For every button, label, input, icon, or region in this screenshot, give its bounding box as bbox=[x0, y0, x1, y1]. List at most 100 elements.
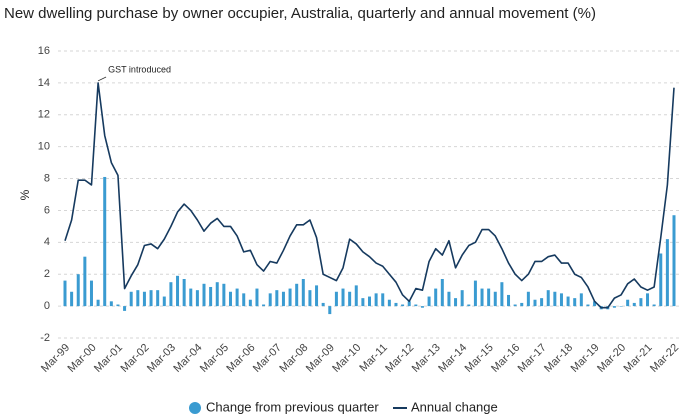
bar bbox=[156, 290, 160, 307]
bar bbox=[308, 290, 312, 307]
bar bbox=[659, 253, 663, 307]
bar bbox=[169, 282, 173, 307]
bar bbox=[354, 285, 358, 307]
bar bbox=[374, 293, 378, 307]
bar bbox=[447, 291, 451, 307]
bar bbox=[255, 288, 259, 307]
bar bbox=[76, 274, 80, 307]
bar bbox=[546, 290, 550, 307]
bar bbox=[612, 306, 616, 308]
x-tick-label: Mar-02 bbox=[118, 342, 151, 375]
bar bbox=[202, 283, 206, 307]
x-tick-label: Mar-06 bbox=[224, 342, 257, 375]
bar bbox=[387, 299, 391, 307]
bar bbox=[176, 275, 180, 307]
bar bbox=[301, 279, 305, 307]
bar bbox=[473, 280, 477, 307]
bar bbox=[116, 304, 120, 307]
bar bbox=[334, 291, 338, 307]
bar bbox=[646, 293, 650, 307]
x-tick-label: Mar-15 bbox=[463, 342, 496, 375]
bar bbox=[189, 288, 193, 307]
bar bbox=[142, 291, 146, 307]
bar bbox=[103, 176, 107, 307]
bar bbox=[665, 239, 669, 307]
bar bbox=[209, 286, 213, 307]
bar bbox=[288, 288, 292, 307]
bar bbox=[341, 288, 345, 307]
bar bbox=[420, 306, 424, 308]
x-tick-label: Mar-20 bbox=[595, 342, 628, 375]
y-tick-label: -2 bbox=[40, 332, 50, 344]
bar bbox=[123, 306, 127, 311]
bar bbox=[566, 296, 570, 307]
y-tick-label: 8 bbox=[44, 172, 50, 184]
bar bbox=[129, 291, 133, 307]
bar bbox=[262, 304, 266, 307]
x-tick-label: Mar-18 bbox=[542, 342, 575, 375]
y-tick-label: 6 bbox=[44, 204, 50, 216]
bar bbox=[96, 299, 100, 307]
x-tick-label: Mar-19 bbox=[569, 342, 602, 375]
bar bbox=[268, 293, 272, 307]
bar bbox=[573, 298, 577, 307]
bar bbox=[559, 293, 563, 307]
bar bbox=[652, 304, 656, 307]
bar bbox=[63, 280, 67, 307]
bar bbox=[394, 302, 398, 307]
x-tick-label: Mar-22 bbox=[648, 342, 681, 375]
x-tick-label: Mar-05 bbox=[198, 342, 231, 375]
bar bbox=[454, 298, 458, 307]
x-tick-label: Mar-09 bbox=[304, 342, 337, 375]
bar bbox=[540, 298, 544, 307]
annotation-leader bbox=[97, 76, 107, 82]
bar bbox=[368, 296, 371, 307]
legend-marker bbox=[189, 402, 201, 414]
y-axis-label: % bbox=[18, 189, 32, 200]
bar bbox=[533, 299, 537, 307]
line bbox=[64, 82, 675, 309]
x-tick-label: Mar-16 bbox=[489, 342, 522, 375]
bar bbox=[109, 301, 113, 307]
bar bbox=[619, 306, 623, 307]
x-tick-label: Mar-13 bbox=[410, 342, 443, 375]
bar bbox=[136, 290, 140, 307]
bar bbox=[361, 298, 365, 307]
x-tick-label: Mar-08 bbox=[277, 342, 310, 375]
bar bbox=[440, 279, 444, 307]
bar bbox=[242, 293, 246, 307]
bar bbox=[83, 256, 87, 307]
y-tick-label: 10 bbox=[38, 141, 50, 153]
bar bbox=[593, 301, 597, 307]
bar bbox=[401, 304, 405, 307]
bar bbox=[460, 290, 464, 307]
bar bbox=[315, 285, 319, 307]
bar bbox=[493, 291, 497, 307]
x-tick-label: Mar-07 bbox=[251, 342, 284, 375]
bar bbox=[520, 302, 524, 307]
bar bbox=[434, 288, 438, 307]
bar bbox=[553, 291, 557, 307]
bar bbox=[348, 291, 352, 307]
bar bbox=[407, 301, 411, 307]
bar bbox=[632, 302, 636, 307]
bar bbox=[526, 291, 530, 307]
bar bbox=[149, 290, 153, 307]
y-tick-label: 4 bbox=[44, 236, 50, 248]
bar bbox=[672, 215, 676, 307]
bar bbox=[586, 304, 590, 307]
y-tick-label: 2 bbox=[44, 268, 50, 280]
bar bbox=[321, 302, 325, 307]
x-tick-label: Mar-03 bbox=[145, 342, 178, 375]
bar bbox=[162, 296, 166, 307]
y-tick-label: 14 bbox=[38, 77, 50, 89]
y-tick-label: 12 bbox=[38, 109, 50, 121]
bar bbox=[222, 283, 226, 307]
x-tick-label: Mar-99 bbox=[39, 342, 72, 375]
annotation-text: GST introduced bbox=[108, 64, 171, 74]
x-tick-label: Mar-17 bbox=[516, 342, 549, 375]
bar bbox=[248, 299, 252, 307]
bar bbox=[281, 291, 285, 307]
bar bbox=[414, 304, 418, 307]
